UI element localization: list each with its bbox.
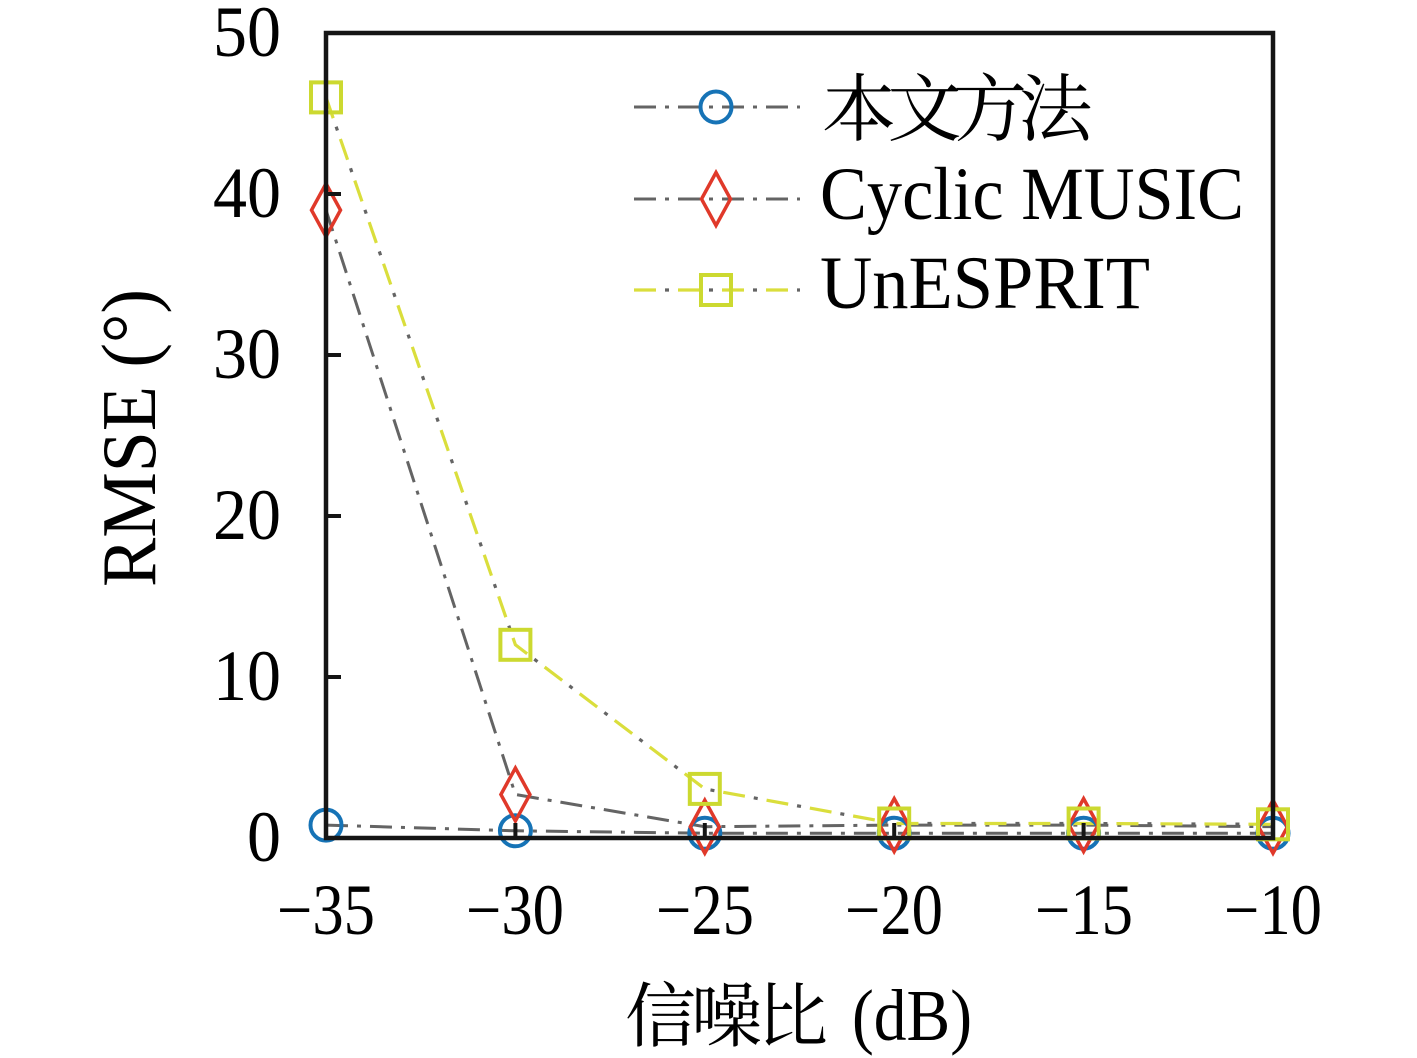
svg-text:50: 50 [213,0,281,72]
svg-text:−15: −15 [1035,870,1133,950]
svg-text:−20: −20 [845,870,943,950]
svg-text:UnESPRIT: UnESPRIT [820,242,1150,325]
svg-text:10: 10 [213,636,281,716]
svg-text:Cyclic MUSIC: Cyclic MUSIC [820,153,1244,236]
svg-text:RMSE (°): RMSE (°) [86,289,172,587]
svg-text:30: 30 [213,314,281,394]
svg-text:20: 20 [213,475,281,555]
svg-text:−30: −30 [466,870,564,950]
svg-text:0: 0 [247,797,281,877]
svg-text:−25: −25 [656,870,754,950]
svg-text:−35: −35 [277,870,375,950]
svg-text:40: 40 [213,153,281,233]
svg-text:−10: −10 [1224,870,1322,950]
svg-text:(dB): (dB) [852,975,972,1056]
